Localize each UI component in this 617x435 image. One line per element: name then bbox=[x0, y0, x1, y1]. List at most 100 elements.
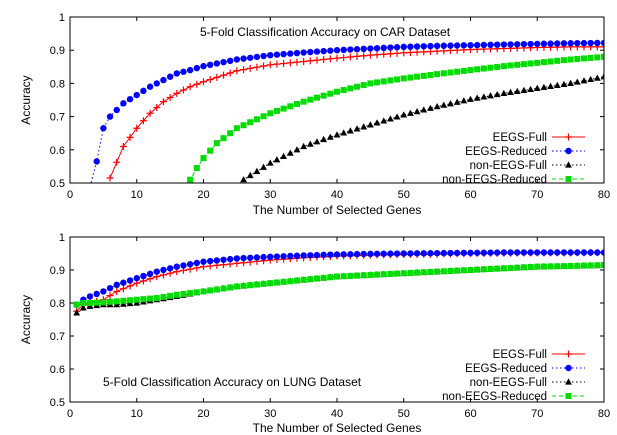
legend-label: non-EEGS-Reduced bbox=[442, 174, 547, 186]
data-point bbox=[79, 304, 87, 311]
data-point bbox=[93, 290, 100, 298]
y-tick-label: 0.5 bbox=[50, 397, 65, 409]
data-point bbox=[407, 269, 414, 276]
data-point bbox=[260, 163, 267, 170]
data-point bbox=[373, 250, 381, 257]
data-point bbox=[480, 266, 487, 273]
data-point bbox=[166, 265, 174, 272]
data-point bbox=[146, 83, 154, 90]
data-point bbox=[347, 46, 354, 53]
data-point bbox=[493, 90, 501, 98]
data-point bbox=[260, 253, 267, 261]
y-tick-label: 0.8 bbox=[50, 78, 65, 90]
data-point bbox=[386, 50, 394, 58]
data-point bbox=[153, 268, 160, 275]
data-point bbox=[353, 125, 361, 132]
data-point bbox=[346, 53, 354, 61]
x-axis-label: The Number of Selected Genes bbox=[253, 421, 422, 435]
data-point bbox=[340, 87, 347, 94]
data-point bbox=[93, 299, 100, 306]
x-tick-label: 50 bbox=[398, 189, 410, 201]
data-point bbox=[594, 262, 601, 269]
data-point bbox=[434, 268, 441, 275]
data-point bbox=[414, 73, 421, 80]
data-point bbox=[120, 100, 127, 107]
data-point bbox=[400, 75, 407, 82]
data-point bbox=[100, 288, 107, 295]
data-point bbox=[247, 282, 254, 289]
data-point bbox=[106, 292, 114, 300]
data-point bbox=[554, 263, 561, 270]
data-point bbox=[600, 39, 604, 47]
data-point bbox=[387, 250, 394, 257]
y-tick-label: 0.6 bbox=[50, 145, 65, 157]
series-eegs-reduced bbox=[90, 39, 604, 183]
data-point bbox=[227, 130, 234, 137]
data-point bbox=[280, 59, 288, 67]
data-point bbox=[120, 279, 127, 286]
data-point bbox=[460, 97, 468, 104]
data-point bbox=[560, 57, 567, 64]
data-point bbox=[140, 296, 147, 303]
data-point bbox=[247, 54, 254, 61]
data-point bbox=[500, 265, 507, 272]
data-point bbox=[520, 249, 528, 256]
data-point bbox=[520, 264, 527, 271]
plot-area bbox=[73, 249, 604, 316]
data-point bbox=[206, 257, 214, 265]
data-point bbox=[233, 67, 241, 75]
data-point bbox=[600, 249, 604, 256]
data-point bbox=[393, 250, 401, 257]
data-point bbox=[200, 258, 207, 265]
data-point bbox=[113, 106, 120, 114]
data-point bbox=[580, 262, 587, 269]
data-point bbox=[240, 66, 248, 74]
data-point bbox=[453, 42, 461, 49]
data-point bbox=[206, 61, 214, 69]
data-point bbox=[307, 276, 314, 283]
data-point bbox=[540, 263, 547, 270]
data-point bbox=[334, 88, 340, 95]
y-tick-label: 0.7 bbox=[50, 112, 65, 124]
data-point bbox=[413, 43, 421, 50]
data-point bbox=[534, 40, 541, 48]
data-point bbox=[594, 54, 601, 61]
data-point bbox=[307, 252, 314, 259]
data-point bbox=[233, 125, 240, 132]
data-point bbox=[126, 133, 134, 141]
data-point bbox=[507, 249, 514, 256]
data-point bbox=[106, 174, 114, 182]
y-tick-label: 1 bbox=[59, 12, 65, 24]
data-point bbox=[360, 123, 368, 130]
data-point bbox=[580, 55, 587, 62]
x-tick-label: 10 bbox=[131, 189, 143, 201]
data-point bbox=[173, 70, 180, 77]
data-point bbox=[313, 251, 321, 259]
data-point bbox=[193, 289, 200, 296]
data-point bbox=[594, 249, 601, 256]
data-point bbox=[313, 48, 321, 55]
data-point bbox=[467, 67, 474, 74]
data-point bbox=[100, 125, 107, 132]
data-point bbox=[240, 55, 247, 62]
data-point bbox=[554, 57, 561, 64]
data-point bbox=[280, 50, 287, 58]
data-point bbox=[440, 70, 447, 77]
data-point bbox=[567, 79, 575, 86]
data-point bbox=[380, 271, 387, 278]
data-point bbox=[420, 43, 427, 50]
data-point bbox=[246, 171, 254, 179]
data-point bbox=[267, 253, 274, 260]
data-point bbox=[380, 78, 387, 85]
x-tick-label: 10 bbox=[131, 408, 143, 420]
data-point bbox=[240, 176, 247, 183]
data-point bbox=[227, 57, 234, 65]
data-point bbox=[280, 152, 287, 160]
data-point bbox=[406, 49, 414, 57]
data-point bbox=[480, 93, 488, 100]
data-point bbox=[354, 83, 361, 90]
data-point bbox=[307, 48, 314, 56]
data-point bbox=[73, 309, 81, 316]
legend-marker bbox=[565, 378, 572, 385]
